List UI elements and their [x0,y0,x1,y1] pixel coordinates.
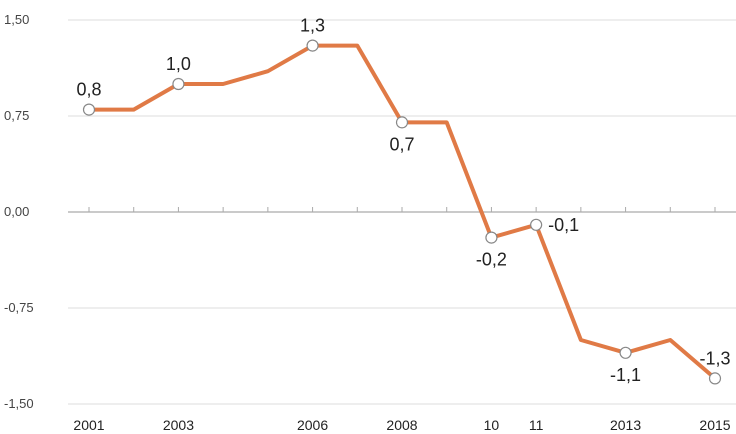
data-point-marker [172,77,185,91]
x-tick-label: 11 [529,417,544,433]
y-tick-label: 0,00 [4,204,29,219]
data-label: 1,0 [166,54,191,74]
y-tick-label: 1,50 [4,12,29,27]
data-markers [82,39,722,385]
data-point-marker [485,231,498,244]
y-tick-label: -1,50 [4,396,34,411]
data-label: -1,1 [610,365,641,385]
data-point-marker [619,346,632,359]
zero-axis [68,207,736,213]
x-axis-tick-labels: 2001 2003 2006 2008 10 11 2013 2015 [73,417,730,433]
data-point-marker [708,372,722,385]
x-tick-label: 2015 [699,417,730,433]
x-tick-label: 10 [484,417,500,433]
data-labels: 0,8 1,0 1,3 0,7 -0,2 -0,1 -1,1 -1,3 [76,16,730,385]
y-tick-label: 0,75 [4,108,29,123]
data-point-marker [306,39,319,52]
x-tick-label: 2001 [73,417,104,433]
y-axis-tick-labels: 1,50 0,75 0,00 -0,75 -1,50 [4,12,34,411]
data-label: -0,2 [476,250,507,270]
data-point-marker [530,218,543,231]
x-tick-label: 2006 [297,417,328,433]
data-label: -0,1 [548,215,579,235]
gridlines [68,19,736,405]
y-tick-label: -0,75 [4,300,34,315]
data-label: 0,8 [76,80,101,100]
x-tick-label: 2003 [163,417,194,433]
data-point-marker [395,116,409,129]
data-label: 0,7 [389,134,414,154]
data-label: 1,3 [300,16,325,36]
x-tick-label: 2008 [386,417,417,433]
data-label: -1,3 [699,348,730,368]
data-point-marker [82,103,96,116]
x-tick-label: 2013 [610,417,641,433]
